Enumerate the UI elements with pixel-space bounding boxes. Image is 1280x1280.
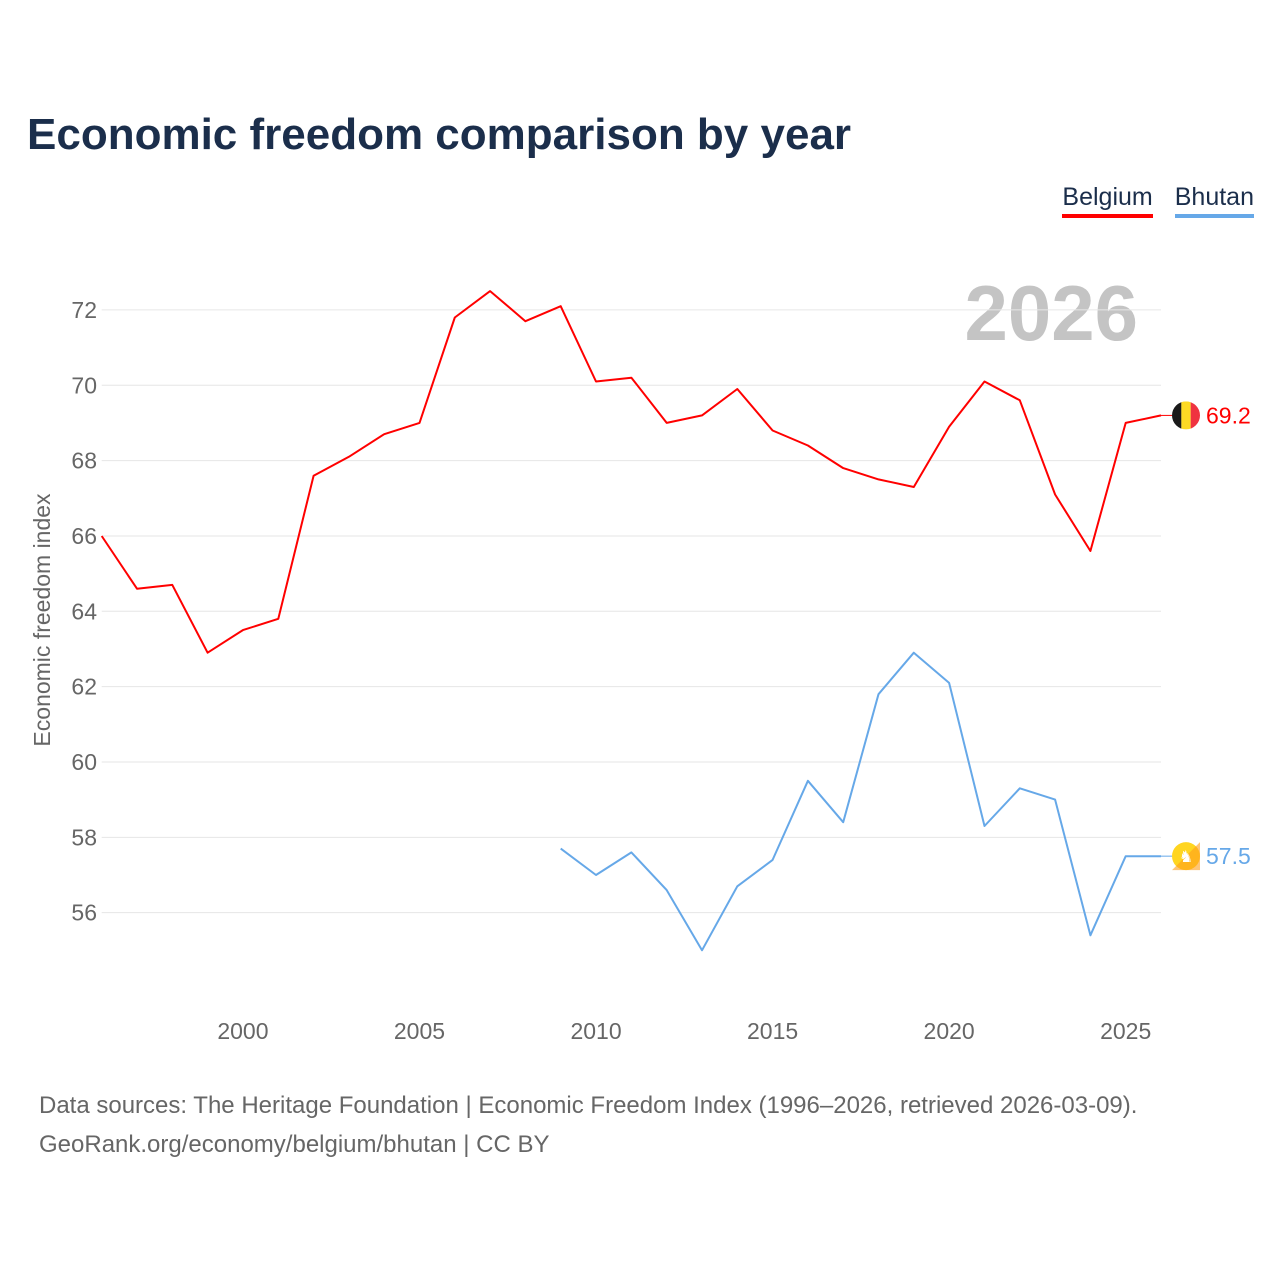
belgium-flag-icon-stripe (1181, 401, 1191, 430)
bhutan-flag-icon-half (1172, 842, 1200, 871)
year-watermark: 2026 (964, 269, 1138, 357)
x-tick-label: 2005 (394, 1018, 445, 1044)
end-value-label-belgium: 69.2 (1206, 402, 1251, 428)
dragon-icon: ♞ (1179, 847, 1193, 866)
x-tick-label: 2020 (924, 1018, 975, 1044)
legend: Belgium Bhutan (1062, 183, 1254, 218)
source-line-2[interactable]: GeoRank.org/economy/belgium/bhutan | CC … (39, 1131, 550, 1158)
y-tick-label: 64 (71, 598, 97, 624)
y-tick-label: 72 (71, 297, 97, 323)
end-value-label-bhutan: 57.5 (1206, 843, 1251, 869)
legend-item-belgium[interactable]: Belgium (1062, 183, 1153, 218)
x-tick-label: 2025 (1100, 1018, 1151, 1044)
legend-item-bhutan[interactable]: Bhutan (1174, 183, 1254, 218)
y-tick-label: 70 (71, 372, 97, 398)
belgium-flag-icon-stripe (1190, 401, 1200, 430)
y-tick-label: 56 (71, 900, 97, 926)
source-line-1: Data sources: The Heritage Foundation | … (39, 1092, 1138, 1119)
chart-title: Economic freedom comparison by year (27, 110, 852, 159)
belgium-flag-icon-stripe (1172, 401, 1182, 430)
y-tick-label: 68 (71, 448, 97, 474)
y-tick-label: 62 (71, 674, 97, 700)
y-tick-label: 58 (71, 824, 97, 850)
y-tick-label: 60 (71, 749, 97, 775)
x-tick-label: 2010 (570, 1018, 621, 1044)
series-line-belgium (100, 290, 1162, 654)
x-tick-label: 2000 (217, 1018, 268, 1044)
x-tick-label: 2015 (747, 1018, 798, 1044)
source-note: Data sources: The Heritage Foundation | … (39, 1086, 1137, 1164)
y-tick-label: 66 (71, 523, 97, 549)
series-line-bhutan (560, 651, 1161, 952)
y-axis-label: Economic freedom index (29, 493, 55, 747)
